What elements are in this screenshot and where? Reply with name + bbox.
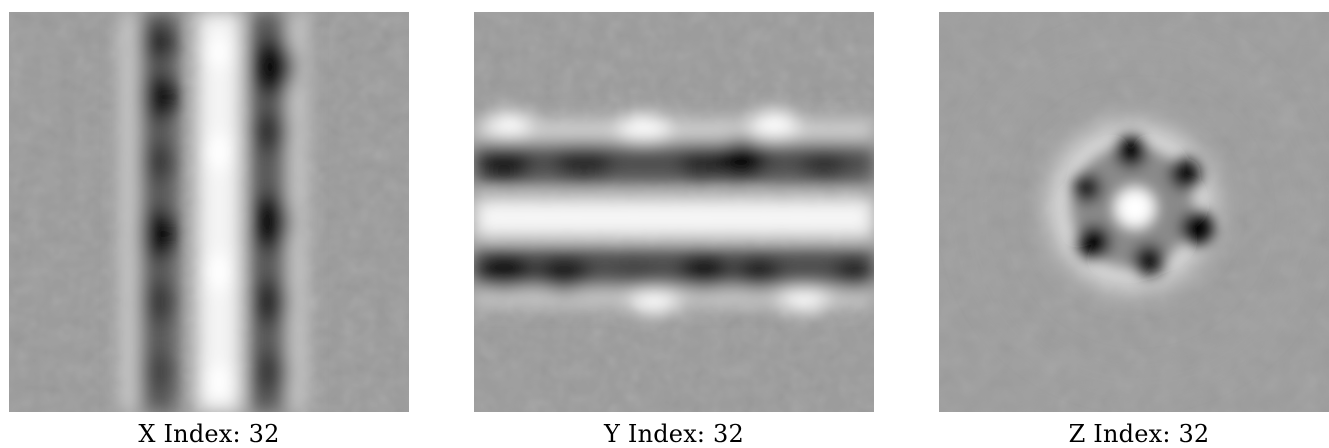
slice-image-y [474, 12, 874, 412]
slice-image-z [939, 12, 1329, 412]
slice-image-x [9, 12, 409, 412]
caption-z-index: Z Index: 32 [1068, 420, 1210, 448]
caption-x-index: X Index: 32 [138, 420, 280, 448]
caption-y-index: Y Index: 32 [604, 420, 744, 448]
